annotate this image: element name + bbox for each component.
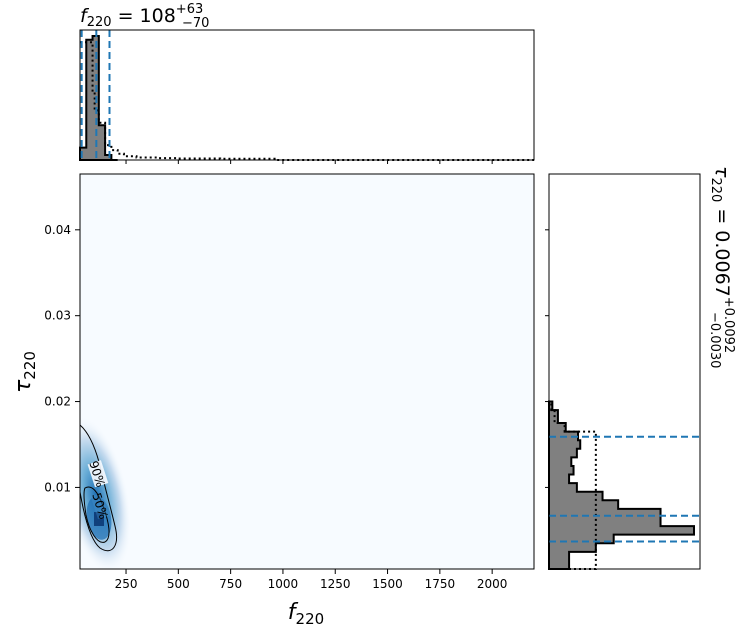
density-layer: 90% 50% xyxy=(80,416,132,569)
x-axis-label: f220 xyxy=(288,600,324,628)
y-tick-label-0.01: 0.01 xyxy=(44,480,71,494)
top-marginal-title: f220 = 108+63 xyxy=(80,2,203,30)
right-marginal-title: τ220 = 0.0067+0.0092 xyxy=(708,166,736,353)
right-posterior-hist xyxy=(548,400,695,570)
top-x-ticks xyxy=(125,160,493,164)
right-prior-hist xyxy=(549,400,597,570)
top-marginal-frame-bg xyxy=(80,30,534,160)
right-y-ticks xyxy=(545,229,549,488)
right-marginal-panel: τ220 = 0.0067+0.0092 −0.0030 xyxy=(545,166,736,570)
y-tick-label-0.02: 0.02 xyxy=(44,395,71,409)
right-marginal-title-minus: −0.0030 xyxy=(707,312,722,368)
x-tick-label-250: 250 xyxy=(115,577,138,591)
top-marginal-frame xyxy=(79,29,535,161)
x-tick-label-1750: 1750 xyxy=(425,577,456,591)
contour-label-90-bg xyxy=(87,460,109,488)
top-prior-hist xyxy=(80,41,534,161)
joint-x-ticks: 250 500 750 1000 1250 1500 1750 2000 xyxy=(115,569,508,591)
right-marginal-frame xyxy=(548,173,701,570)
x-tick-label-1500: 1500 xyxy=(372,577,403,591)
top-marginal-panel: f220 = 108+63 −70 xyxy=(79,2,535,164)
top-marginal-title-minus: −70 xyxy=(182,16,209,31)
x-tick-label-1250: 1250 xyxy=(320,577,351,591)
x-tick-label-500: 500 xyxy=(167,577,190,591)
top-histogram xyxy=(79,30,534,161)
contour-label-50-bg xyxy=(90,492,112,520)
y-tick-label-0.03: 0.03 xyxy=(44,309,71,323)
joint-y-ticks: 0.01 0.02 0.03 0.04 xyxy=(44,223,80,494)
y-axis-label: τ220 xyxy=(11,351,39,393)
x-tick-label-1000: 1000 xyxy=(268,577,299,591)
top-posterior-hist xyxy=(79,35,118,161)
joint-frame xyxy=(79,173,535,570)
x-tick-label-750: 750 xyxy=(219,577,242,591)
right-histogram xyxy=(548,400,700,570)
contour-50 xyxy=(83,486,110,543)
joint-background xyxy=(80,174,534,569)
density-peak-cell xyxy=(94,512,104,526)
joint-panel: 90% 50% 250 500 750 1000 1250 1500 1750 2000 0.… xyxy=(11,173,535,628)
contour-90 xyxy=(80,424,117,552)
density-blob-outer xyxy=(80,416,132,569)
x-tick-label-2000: 2000 xyxy=(477,577,508,591)
y-tick-label-0.04: 0.04 xyxy=(44,223,71,237)
